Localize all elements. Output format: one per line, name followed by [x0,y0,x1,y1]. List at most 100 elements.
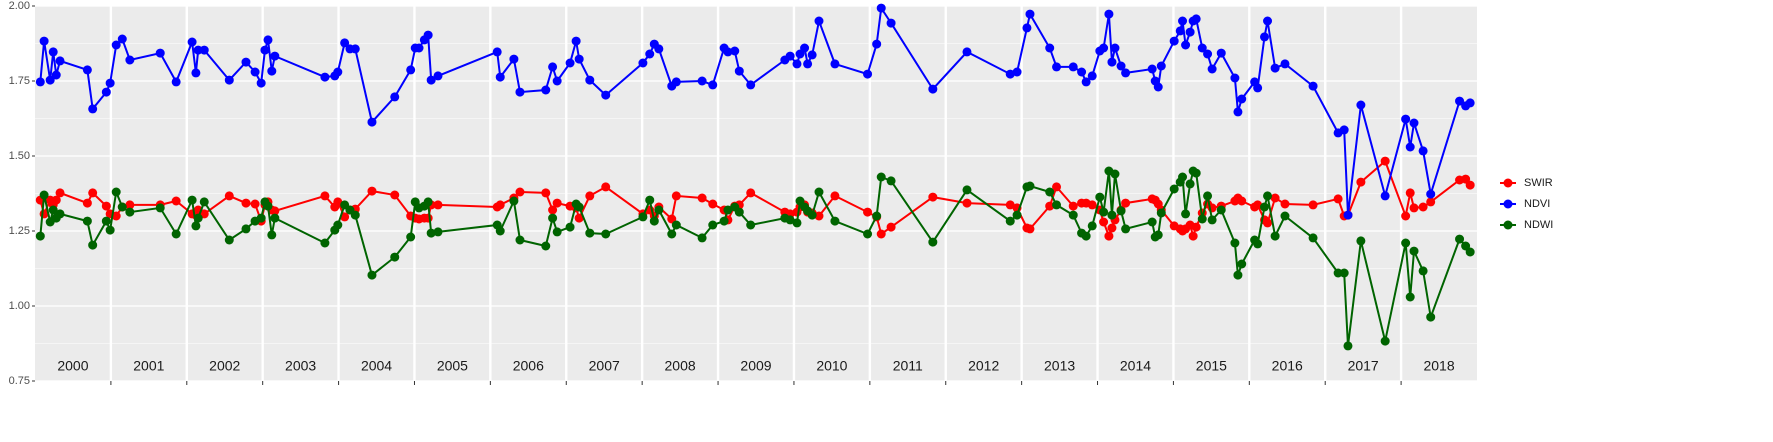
point [962,198,972,208]
point [1099,43,1109,53]
point [88,104,98,114]
point [1259,32,1269,42]
point [1107,57,1117,67]
point [1207,215,1217,225]
point [495,226,505,236]
point [1005,69,1015,79]
point [1099,207,1109,217]
point [1237,94,1247,104]
point [1025,181,1035,191]
point [1333,194,1343,204]
point [1181,209,1191,219]
year-label: 2009 [740,358,771,374]
point [250,67,260,77]
point [270,51,280,61]
point [1005,200,1015,210]
point [333,197,343,207]
point [1259,202,1269,212]
y-tick-label: 1.25 [9,225,30,237]
point [1409,246,1419,256]
point [1203,49,1213,59]
point [1121,198,1131,208]
point [367,270,377,280]
year-label: 2018 [1423,358,1454,374]
point [746,188,756,198]
legend-point [1503,178,1513,188]
point [423,30,433,40]
point [814,16,824,26]
point [1022,23,1032,33]
year-label: 2015 [1196,358,1227,374]
point [548,205,558,215]
point [191,221,201,231]
point [552,76,562,86]
year-label: 2016 [1272,358,1303,374]
point [872,211,882,221]
point [1081,231,1091,241]
point [697,193,707,203]
point [1153,230,1163,240]
point [1230,238,1240,248]
point [423,213,433,223]
point [1339,268,1349,278]
point [1216,48,1226,58]
point [390,92,400,102]
point [39,36,49,46]
year-label: 2010 [816,358,847,374]
point [390,252,400,262]
year-label: 2013 [1044,358,1075,374]
point [730,46,740,56]
point [638,212,648,222]
year-label: 2008 [665,358,696,374]
point [340,38,350,48]
point [734,207,744,217]
point [1169,184,1179,194]
point [928,84,938,94]
point [101,201,111,211]
point [1465,247,1475,257]
point [1426,189,1436,199]
point [723,47,733,57]
point [1077,67,1087,77]
point [792,218,802,228]
year-label: 2001 [133,358,164,374]
point [830,216,840,226]
point [1253,83,1263,93]
point [48,205,58,215]
legend-label: NDWI [1524,219,1553,231]
point [320,238,330,248]
point [1156,208,1166,218]
point [320,72,330,82]
point [320,191,330,201]
point [1121,224,1131,234]
point [723,205,733,215]
point [1197,43,1207,53]
point [1178,16,1188,26]
point [1185,179,1195,189]
point [601,229,611,239]
point [719,216,729,226]
point [224,75,234,85]
point [548,213,558,223]
point [256,213,266,223]
point [671,191,681,201]
point [125,200,135,210]
point [792,59,802,69]
point [1253,200,1263,210]
point [1380,191,1390,201]
point [1343,210,1353,220]
point [807,210,817,220]
point [433,71,443,81]
point [785,51,795,61]
point [876,229,886,239]
point [1426,197,1436,207]
point [1263,16,1273,26]
point [340,212,350,222]
point [649,216,659,226]
legend-label: SWIR [1524,177,1553,189]
point [1147,217,1157,227]
point [800,43,810,53]
point [1401,238,1411,248]
point [1401,211,1411,221]
point [1280,59,1290,69]
